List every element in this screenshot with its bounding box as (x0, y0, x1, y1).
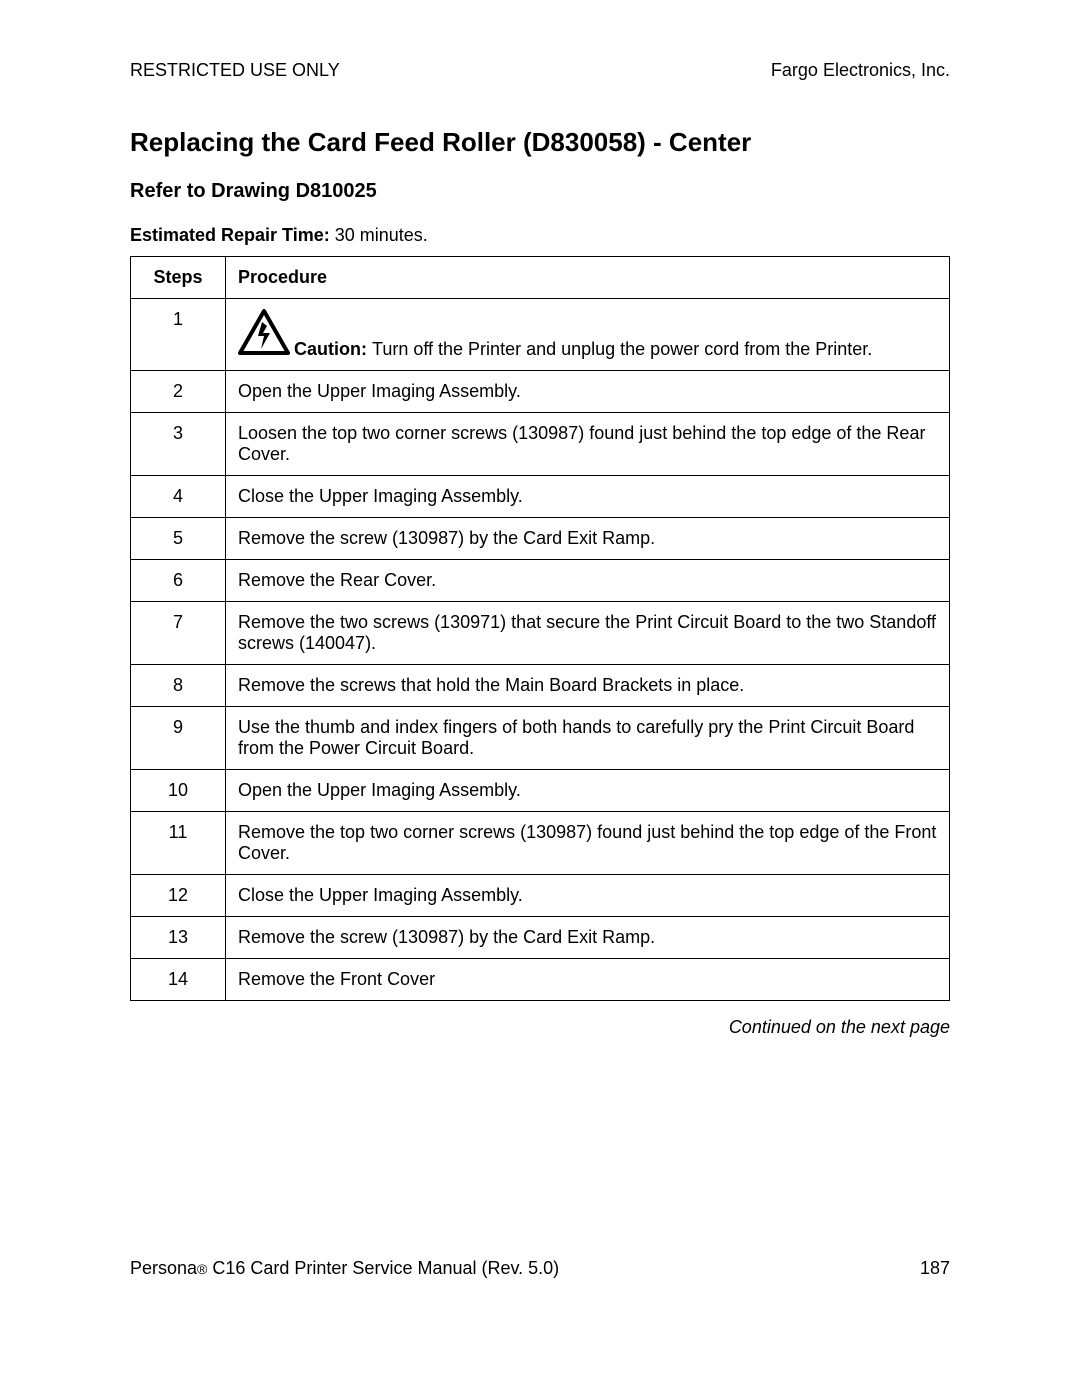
col-procedure-header: Procedure (226, 257, 950, 299)
page-container: RESTRICTED USE ONLY Fargo Electronics, I… (0, 0, 1080, 1319)
procedure-cell: Remove the Front Cover (226, 959, 950, 1001)
table-row: 3Loosen the top two corner screws (13098… (131, 413, 950, 476)
caution-icon (238, 309, 290, 360)
procedure-cell: Use the thumb and index fingers of both … (226, 707, 950, 770)
page-header: RESTRICTED USE ONLY Fargo Electronics, I… (130, 60, 950, 81)
estimated-value: 30 minutes. (335, 225, 428, 245)
step-number: 9 (131, 707, 226, 770)
table-row: 12Close the Upper Imaging Assembly. (131, 875, 950, 917)
col-steps-header: Steps (131, 257, 226, 299)
procedure-cell: Remove the screw (130987) by the Card Ex… (226, 518, 950, 560)
step-number: 11 (131, 812, 226, 875)
header-left: RESTRICTED USE ONLY (130, 60, 340, 81)
table-row: 6Remove the Rear Cover. (131, 560, 950, 602)
step-number: 8 (131, 665, 226, 707)
footer-left-pre: Persona (130, 1258, 197, 1278)
step-number: 2 (131, 371, 226, 413)
procedure-cell: Remove the screw (130987) by the Card Ex… (226, 917, 950, 959)
procedure-cell: Close the Upper Imaging Assembly. (226, 875, 950, 917)
step-number: 5 (131, 518, 226, 560)
step-number: 1 (131, 299, 226, 371)
page-footer: Persona® C16 Card Printer Service Manual… (130, 1258, 950, 1279)
table-row: 8Remove the screws that hold the Main Bo… (131, 665, 950, 707)
footer-page-number: 187 (920, 1258, 950, 1279)
estimated-repair-time: Estimated Repair Time: 30 minutes. (130, 225, 950, 246)
procedure-cell: Caution: Turn off the Printer and unplug… (226, 299, 950, 371)
procedure-cell: Close the Upper Imaging Assembly. (226, 476, 950, 518)
step-number: 10 (131, 770, 226, 812)
step-number: 12 (131, 875, 226, 917)
table-row: 2Open the Upper Imaging Assembly. (131, 371, 950, 413)
procedure-cell: Remove the two screws (130971) that secu… (226, 602, 950, 665)
registered-icon: ® (197, 1261, 207, 1277)
procedure-cell: Open the Upper Imaging Assembly. (226, 770, 950, 812)
table-header-row: Steps Procedure (131, 257, 950, 299)
estimated-label: Estimated Repair Time: (130, 225, 335, 245)
table-row: 10Open the Upper Imaging Assembly. (131, 770, 950, 812)
step-number: 4 (131, 476, 226, 518)
procedure-cell: Loosen the top two corner screws (130987… (226, 413, 950, 476)
table-row: 4Close the Upper Imaging Assembly. (131, 476, 950, 518)
table-row: 5Remove the screw (130987) by the Card E… (131, 518, 950, 560)
continued-note: Continued on the next page (130, 1017, 950, 1038)
page-title: Replacing the Card Feed Roller (D830058)… (130, 127, 950, 158)
table-row: 9Use the thumb and index fingers of both… (131, 707, 950, 770)
procedure-cell: Remove the Rear Cover. (226, 560, 950, 602)
step-number: 6 (131, 560, 226, 602)
step-number: 7 (131, 602, 226, 665)
footer-left: Persona® C16 Card Printer Service Manual… (130, 1258, 559, 1279)
table-row: 14Remove the Front Cover (131, 959, 950, 1001)
table-row: 11Remove the top two corner screws (1309… (131, 812, 950, 875)
caution-label: Caution: (294, 339, 372, 359)
header-right: Fargo Electronics, Inc. (771, 60, 950, 81)
step-number: 14 (131, 959, 226, 1001)
step-number: 13 (131, 917, 226, 959)
procedure-cell: Remove the screws that hold the Main Boa… (226, 665, 950, 707)
step-number: 3 (131, 413, 226, 476)
procedure-text: Turn off the Printer and unplug the powe… (372, 339, 872, 359)
procedure-cell: Open the Upper Imaging Assembly. (226, 371, 950, 413)
table-row: 7Remove the two screws (130971) that sec… (131, 602, 950, 665)
procedure-cell: Remove the top two corner screws (130987… (226, 812, 950, 875)
page-subtitle: Refer to Drawing D810025 (130, 180, 950, 203)
footer-left-post: C16 Card Printer Service Manual (Rev. 5.… (207, 1258, 559, 1278)
procedure-table: Steps Procedure 1 Caution: Turn off the … (130, 256, 950, 1001)
table-row: 1 Caution: Turn off the Printer and unpl… (131, 299, 950, 371)
table-row: 13Remove the screw (130987) by the Card … (131, 917, 950, 959)
